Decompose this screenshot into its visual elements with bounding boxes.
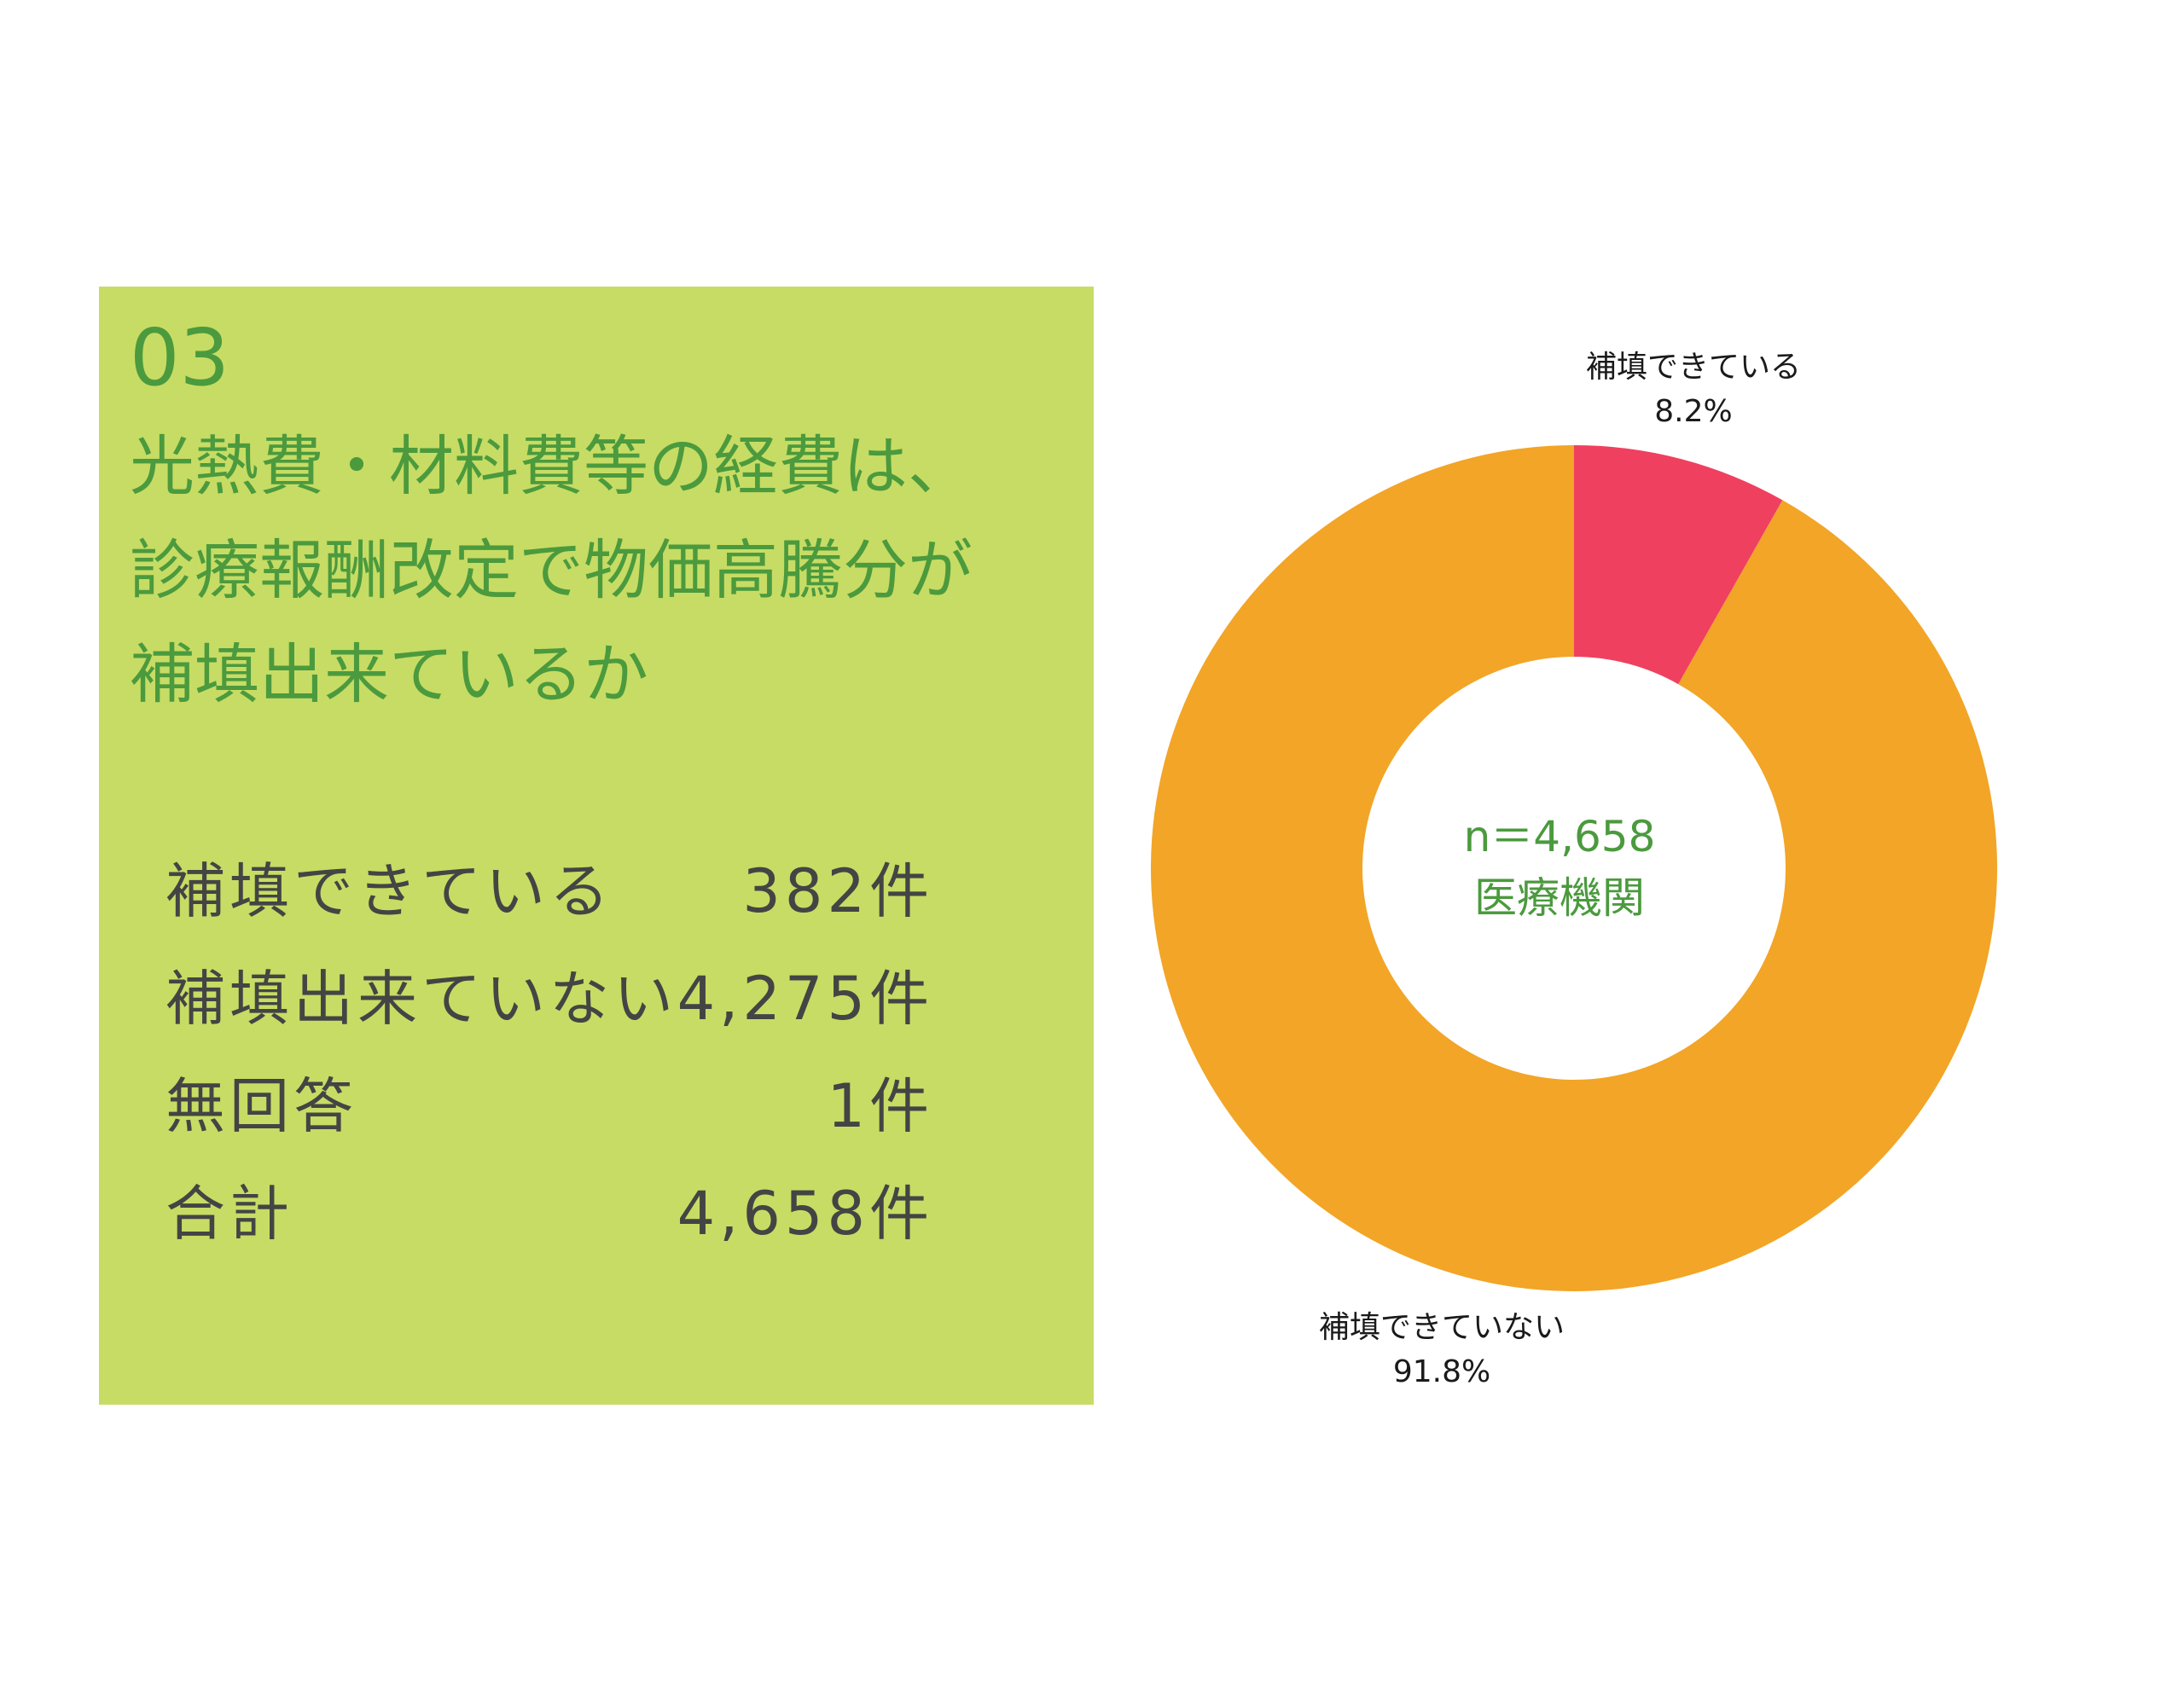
count-value: 4,275件 xyxy=(677,964,933,1034)
count-value: 382件 xyxy=(742,856,933,926)
donut-slice-not-filled xyxy=(1150,445,1997,1291)
center-text-unit: 医療機関 xyxy=(1474,873,1645,923)
slice-value-not-filled: 91.8% xyxy=(1393,1354,1490,1389)
count-label: 補填できている xyxy=(166,856,613,926)
count-row-total: 合計 4,658件 xyxy=(166,1160,933,1267)
question-title: 光熱費・材料費等の経費は、 診療報酬改定で物価高騰分が 補填出来ているか xyxy=(130,415,1085,727)
summary-panel: 03 光熱費・材料費等の経費は、 診療報酬改定で物価高騰分が 補填出来ているか … xyxy=(99,287,1094,1405)
count-label: 無回答 xyxy=(166,1071,357,1141)
question-number: 03 xyxy=(130,312,230,403)
count-row-filled: 補填できている 382件 xyxy=(166,838,933,945)
slice-value-filled: 8.2% xyxy=(1654,394,1732,429)
donut-slices xyxy=(1150,445,1997,1291)
donut-slice-filled xyxy=(1574,445,1783,685)
question-title-line-1: 光熱費・材料費等の経費は、 xyxy=(130,428,973,504)
count-label: 合計 xyxy=(166,1179,293,1249)
slice-label-not-filled: 補填できていない xyxy=(1319,1310,1565,1345)
question-title-line-2: 診療報酬改定で物価高騰分が xyxy=(130,532,973,608)
slice-label-filled: 補填できている xyxy=(1586,350,1801,385)
count-value: 1件 xyxy=(827,1071,933,1141)
question-title-line-3: 補填出来ているか xyxy=(130,636,648,712)
count-table: 補填できている 382件 補填出来ていない 4,275件 無回答 1件 合計 4… xyxy=(166,838,933,1267)
count-label: 補填出来ていない xyxy=(166,964,677,1034)
count-row-no-answer: 無回答 1件 xyxy=(166,1052,933,1160)
count-row-not-filled: 補填出来ていない 4,275件 xyxy=(166,945,933,1052)
center-text-count: n＝4,658 xyxy=(1464,812,1656,861)
count-value: 4,658件 xyxy=(677,1179,933,1249)
